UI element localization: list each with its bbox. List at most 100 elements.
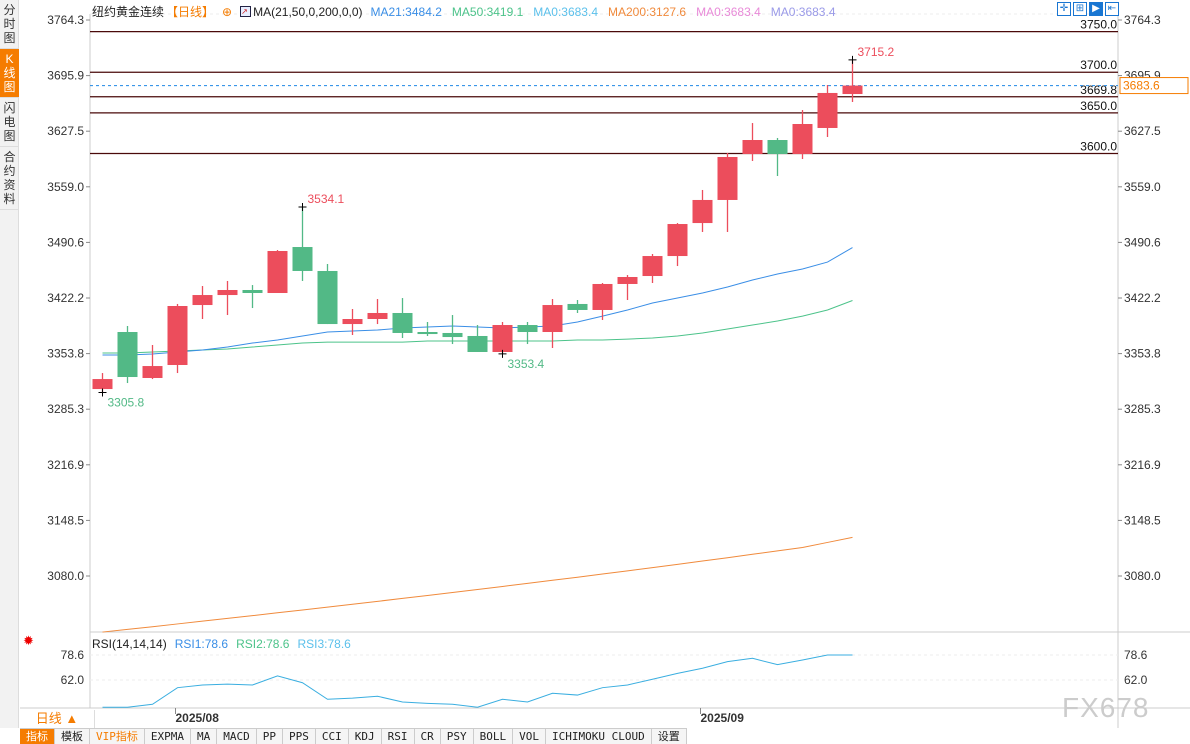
candle-body (292, 247, 313, 271)
candle (292, 207, 313, 281)
candle-body (742, 140, 763, 154)
candle-body (142, 366, 163, 378)
candle (317, 263, 338, 325)
price-tick-label: 3353.8 (1124, 347, 1161, 361)
indicator-tab[interactable]: KDJ (349, 729, 382, 744)
price-tick-label-left: 3285.3 (47, 402, 84, 416)
candle-body (592, 283, 613, 310)
candle (842, 59, 863, 102)
extreme-label: 3353.4 (508, 357, 545, 371)
price-tick-label-left: 3490.6 (47, 235, 84, 249)
ma-params[interactable]: MA(21,50,0,200,0,0) (253, 4, 363, 19)
rsi2-value: RSI2:78.6 (236, 637, 290, 651)
indicator-tab[interactable]: BOLL (474, 729, 514, 744)
indicator-tab[interactable]: MACD (217, 729, 257, 744)
candle (742, 123, 763, 161)
candle-body (642, 256, 663, 277)
indicator-tab[interactable]: PPS (283, 729, 316, 744)
candle (767, 137, 788, 177)
candle-body (467, 335, 488, 352)
watermark: FX678 (1062, 692, 1150, 723)
play-icon[interactable]: ▶ (1089, 2, 1103, 16)
price-tick-label: 3285.3 (1124, 402, 1161, 416)
indicator-chart-icon[interactable]: ↗ (240, 6, 252, 17)
candle (667, 223, 688, 267)
indicator-tab[interactable]: EXPMA (145, 729, 191, 744)
sidebar-tab-kline[interactable]: K线图 (0, 49, 19, 98)
candle-body (242, 289, 263, 294)
period-selector[interactable]: 日线 ▲ (20, 710, 95, 728)
ma-value: MA50:3419.1 (451, 4, 524, 19)
candle-body (92, 379, 113, 390)
extreme-marker (98, 388, 107, 397)
candle-body (417, 332, 438, 335)
indicator-tab[interactable]: 模板 (55, 729, 90, 744)
rsi-params[interactable]: RSI(14,14,14) (92, 637, 167, 651)
candle (167, 303, 188, 374)
candle (242, 285, 263, 309)
price-tick-label-left: 3422.2 (47, 291, 84, 305)
candle-body (692, 199, 713, 224)
indicator-tab[interactable]: 指标 (20, 729, 55, 744)
extreme-label: 3715.2 (858, 45, 895, 59)
candle-body (117, 332, 138, 378)
indicator-tab[interactable]: PP (257, 729, 283, 744)
ma-value: MA0:3683.4 (533, 4, 598, 19)
indicator-tab[interactable]: CR (415, 729, 441, 744)
indicator-tab[interactable]: MA (191, 729, 218, 744)
candle (267, 250, 288, 294)
crosshair-icon[interactable]: ✛ (1057, 2, 1071, 16)
rsi-legend: RSI(14,14,14) RSI1:78.6 RSI2:78.6 RSI3:7… (92, 637, 351, 651)
candle-body (792, 124, 813, 154)
sidebar-tab-timeshare[interactable]: 分时图 (0, 0, 19, 49)
date-label: 2025/08 (176, 711, 220, 725)
extreme-marker (848, 55, 857, 64)
candle-body (817, 92, 838, 128)
target-icon[interactable]: ⊕ (222, 4, 233, 19)
price-tick-label-left: 3216.9 (47, 458, 84, 472)
indicator-tab[interactable]: PSY (441, 729, 474, 744)
sidebar-tab-contract-info[interactable]: 合约资料 (0, 147, 19, 210)
candle-body (392, 312, 413, 333)
level-label: 3650.0 (1080, 99, 1117, 113)
exit-icon[interactable]: ⇤ (1105, 2, 1119, 16)
current-price-box (1119, 77, 1189, 95)
rsi1-value: RSI1:78.6 (174, 637, 229, 651)
price-tick-label: 3422.2 (1124, 291, 1161, 305)
period-label[interactable]: 【日线】 (166, 5, 215, 19)
extreme-marker (298, 203, 307, 212)
candle (542, 299, 563, 349)
candle (592, 283, 613, 320)
sidebar-tab-flash[interactable]: 闪电图 (0, 98, 19, 147)
candle (142, 345, 163, 380)
candle-body (667, 224, 688, 257)
current-price-label: 3683.6 (1123, 79, 1160, 93)
candle (492, 322, 513, 354)
candle (442, 315, 463, 345)
indicator-tab[interactable]: ICHIMOKU CLOUD (546, 729, 652, 744)
candle-body (717, 156, 738, 200)
candle-body (542, 305, 563, 333)
candle (367, 299, 388, 325)
price-tick-label: 3148.5 (1124, 513, 1161, 527)
settings-sun-icon[interactable]: ✹ (23, 633, 34, 648)
candle (567, 299, 588, 313)
rsi-tick-label: 78.6 (1124, 648, 1148, 662)
indicator-tab[interactable]: RSI (382, 729, 415, 744)
price-tick-label-left: 3353.8 (47, 347, 84, 361)
level-label: 3669.8 (1080, 83, 1117, 97)
candle (117, 325, 138, 384)
candle-body (192, 295, 213, 306)
candle-body (492, 325, 513, 352)
indicator-tab[interactable]: VIP指标 (90, 729, 145, 744)
price-tick-label-left: 3148.5 (47, 513, 84, 527)
price-tick-label-left: 3559.0 (47, 180, 84, 194)
date-label: 2025/09 (701, 711, 745, 725)
indicator-tab[interactable]: 设置 (652, 729, 687, 744)
range-icon[interactable]: ⊞ (1073, 2, 1087, 16)
indicator-tab[interactable]: CCI (316, 729, 349, 744)
level-label: 3700.0 (1080, 58, 1117, 72)
extreme-marker (498, 349, 507, 358)
indicator-tab[interactable]: VOL (513, 729, 546, 744)
